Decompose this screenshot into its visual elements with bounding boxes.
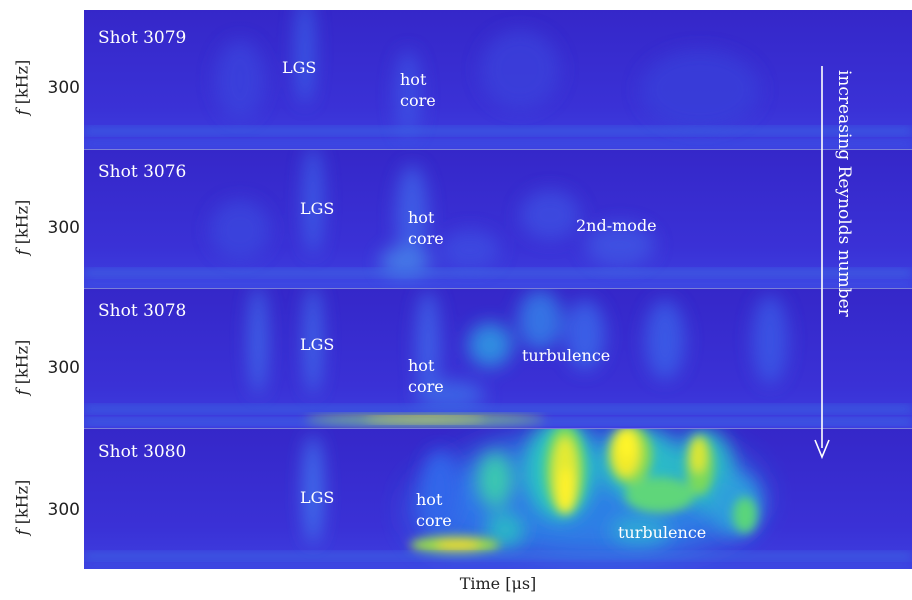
panel-2-title: Shot 3076 [98,162,186,182]
panel-2-heatmap [84,150,912,288]
panel-4-title: Shot 3080 [98,442,186,462]
panel-3-label-hot-core: hot core [408,356,444,396]
reynolds-arrow-head [814,439,830,460]
reynolds-annotation: increasing Reynolds number [834,70,854,318]
panel-3-label-lgs: LGS [300,335,334,354]
panel-2-label-lgs: LGS [300,199,334,218]
panel-2-label-2nd-mode: 2nd-mode [576,216,657,235]
panel-1-title: Shot 3079 [98,28,186,48]
x-axis-label: Time [μs] [459,574,537,593]
panel-4-ytick: 300 [47,500,80,520]
panel-3-label-turbulence: turbulence [522,346,610,365]
panel-3-title: Shot 3078 [98,301,186,321]
panel-3-ytick: 300 [47,358,80,378]
panel-1-label-lgs: LGS [282,58,316,77]
panel-4-label-turbulence: turbulence [618,523,706,542]
panel-1-heatmap [84,10,912,149]
panel-1-label-hot-core: hot core [400,70,436,110]
panel-2-ytick: 300 [47,218,80,238]
panel-2-label-hot-core: hot core [408,208,444,248]
panel-1-ytick: 300 [47,78,80,98]
panel-4-label-lgs: LGS [300,488,334,507]
panel-4-label-hot-core: hot core [416,490,452,530]
panel-3-heatmap [84,289,912,428]
panel-4-heatmap [84,429,912,569]
